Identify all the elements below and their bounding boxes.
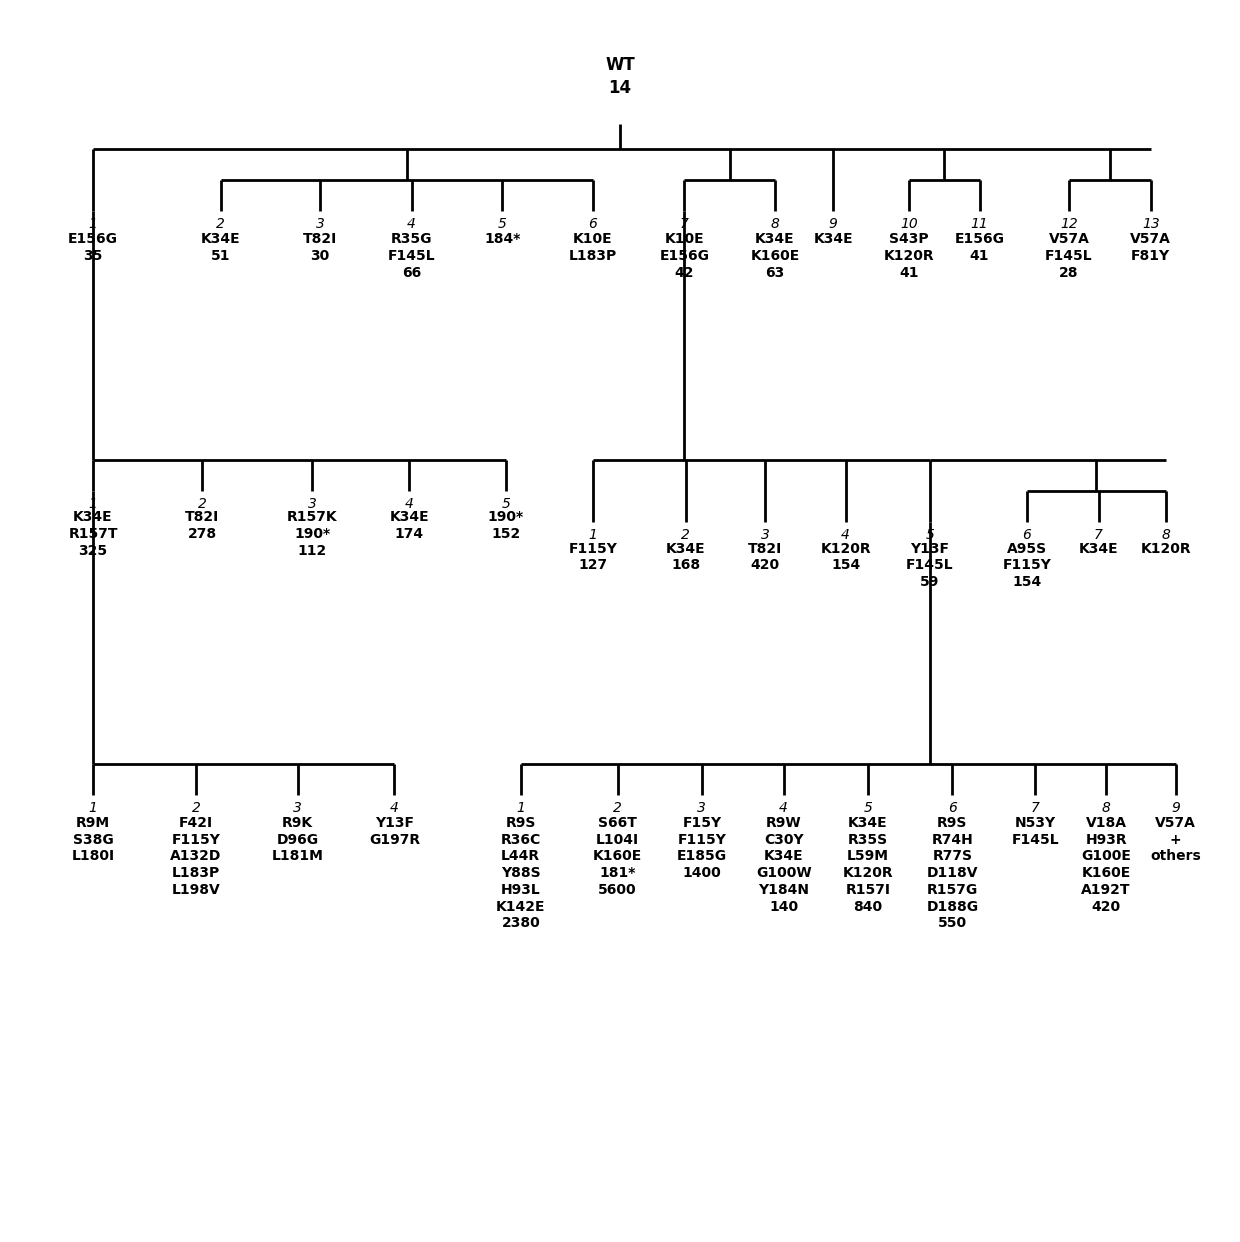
Text: 2: 2 [681, 528, 691, 542]
Text: R9S
R74H
R77S
D118V
R157G
D188G
550: R9S R74H R77S D118V R157G D188G 550 [926, 816, 978, 930]
Text: 4: 4 [779, 801, 789, 815]
Text: K10E
L183P: K10E L183P [569, 232, 616, 263]
Text: Y13F
G197R: Y13F G197R [368, 816, 420, 847]
Text: 5: 5 [497, 217, 507, 231]
Text: F15Y
F115Y
E185G
1400: F15Y F115Y E185G 1400 [677, 816, 727, 881]
Text: 190*
152: 190* 152 [487, 510, 525, 542]
Text: A95S
F115Y
154: A95S F115Y 154 [1002, 542, 1052, 589]
Text: WT
14: WT 14 [605, 56, 635, 97]
Text: 3: 3 [315, 217, 325, 231]
Text: 10: 10 [900, 217, 918, 231]
Text: F42I
F115Y
A132D
L183P
L198V: F42I F115Y A132D L183P L198V [170, 816, 222, 897]
Text: R9K
D96G
L181M: R9K D96G L181M [272, 816, 324, 863]
Text: 4: 4 [389, 801, 399, 815]
Text: S66T
L104I
K160E
181*
5600: S66T L104I K160E 181* 5600 [593, 816, 642, 897]
Text: 2: 2 [197, 497, 207, 510]
Text: 6: 6 [947, 801, 957, 815]
Text: E156G
41: E156G 41 [955, 232, 1004, 263]
Text: K34E: K34E [1079, 542, 1118, 555]
Text: T82I
30: T82I 30 [303, 232, 337, 263]
Text: V57A
F145L
28: V57A F145L 28 [1045, 232, 1092, 279]
Text: K34E
174: K34E 174 [389, 510, 429, 542]
Text: K34E
K160E
63: K34E K160E 63 [750, 232, 800, 279]
Text: 6: 6 [1022, 528, 1032, 542]
Text: 1: 1 [516, 801, 526, 815]
Text: K34E: K34E [813, 232, 853, 246]
Text: 12: 12 [1060, 217, 1078, 231]
Text: 8: 8 [770, 217, 780, 231]
Text: E156G
35: E156G 35 [68, 232, 118, 263]
Text: F115Y
127: F115Y 127 [568, 542, 618, 573]
Text: R9M
S38G
L180I: R9M S38G L180I [72, 816, 114, 863]
Text: K10E
E156G
42: K10E E156G 42 [660, 232, 709, 279]
Text: Y13F
F145L
59: Y13F F145L 59 [906, 542, 954, 589]
Text: V57A
F81Y: V57A F81Y [1131, 232, 1171, 263]
Text: K34E
168: K34E 168 [666, 542, 706, 573]
Text: 8: 8 [1101, 801, 1111, 815]
Text: 3: 3 [293, 801, 303, 815]
Text: 4: 4 [404, 497, 414, 510]
Text: 3: 3 [760, 528, 770, 542]
Text: V18A
H93R
G100E
K160E
A192T
420: V18A H93R G100E K160E A192T 420 [1081, 816, 1131, 914]
Text: T82I
420: T82I 420 [748, 542, 782, 573]
Text: K120R
154: K120R 154 [821, 542, 870, 573]
Text: 6: 6 [588, 217, 598, 231]
Text: 3: 3 [308, 497, 317, 510]
Text: S43P
K120R
41: S43P K120R 41 [884, 232, 934, 279]
Text: N53Y
F145L: N53Y F145L [1012, 816, 1059, 847]
Text: 184*: 184* [484, 232, 521, 246]
Text: K34E
R35S
L59M
K120R
R157I
840: K34E R35S L59M K120R R157I 840 [843, 816, 893, 914]
Text: R9W
C30Y
K34E
G100W
Y184N
140: R9W C30Y K34E G100W Y184N 140 [756, 816, 811, 914]
Text: R157K
190*
112: R157K 190* 112 [288, 510, 337, 558]
Text: R35G
F145L
66: R35G F145L 66 [388, 232, 435, 279]
Text: 2: 2 [191, 801, 201, 815]
Text: 1: 1 [88, 217, 98, 231]
Text: K34E
R157T
325: K34E R157T 325 [68, 510, 118, 558]
Text: V57A
+
others: V57A + others [1151, 816, 1200, 863]
Text: 5: 5 [863, 801, 873, 815]
Text: 8: 8 [1161, 528, 1171, 542]
Text: K34E
51: K34E 51 [201, 232, 241, 263]
Text: 7: 7 [1094, 528, 1104, 542]
Text: 1: 1 [88, 497, 98, 510]
Text: 3: 3 [697, 801, 707, 815]
Text: 13: 13 [1142, 217, 1159, 231]
Text: R9S
R36C
L44R
Y88S
H93L
K142E
2380: R9S R36C L44R Y88S H93L K142E 2380 [496, 816, 546, 930]
Text: 4: 4 [841, 528, 851, 542]
Text: 9: 9 [1171, 801, 1180, 815]
Text: 7: 7 [1030, 801, 1040, 815]
Text: 2: 2 [613, 801, 622, 815]
Text: 9: 9 [828, 217, 838, 231]
Text: T82I
278: T82I 278 [185, 510, 219, 542]
Text: 1: 1 [588, 528, 598, 542]
Text: 5: 5 [925, 528, 935, 542]
Text: 7: 7 [680, 217, 689, 231]
Text: 11: 11 [971, 217, 988, 231]
Text: 2: 2 [216, 217, 226, 231]
Text: K120R: K120R [1141, 542, 1190, 555]
Text: 5: 5 [501, 497, 511, 510]
Text: 4: 4 [407, 217, 417, 231]
Text: 1: 1 [88, 801, 98, 815]
